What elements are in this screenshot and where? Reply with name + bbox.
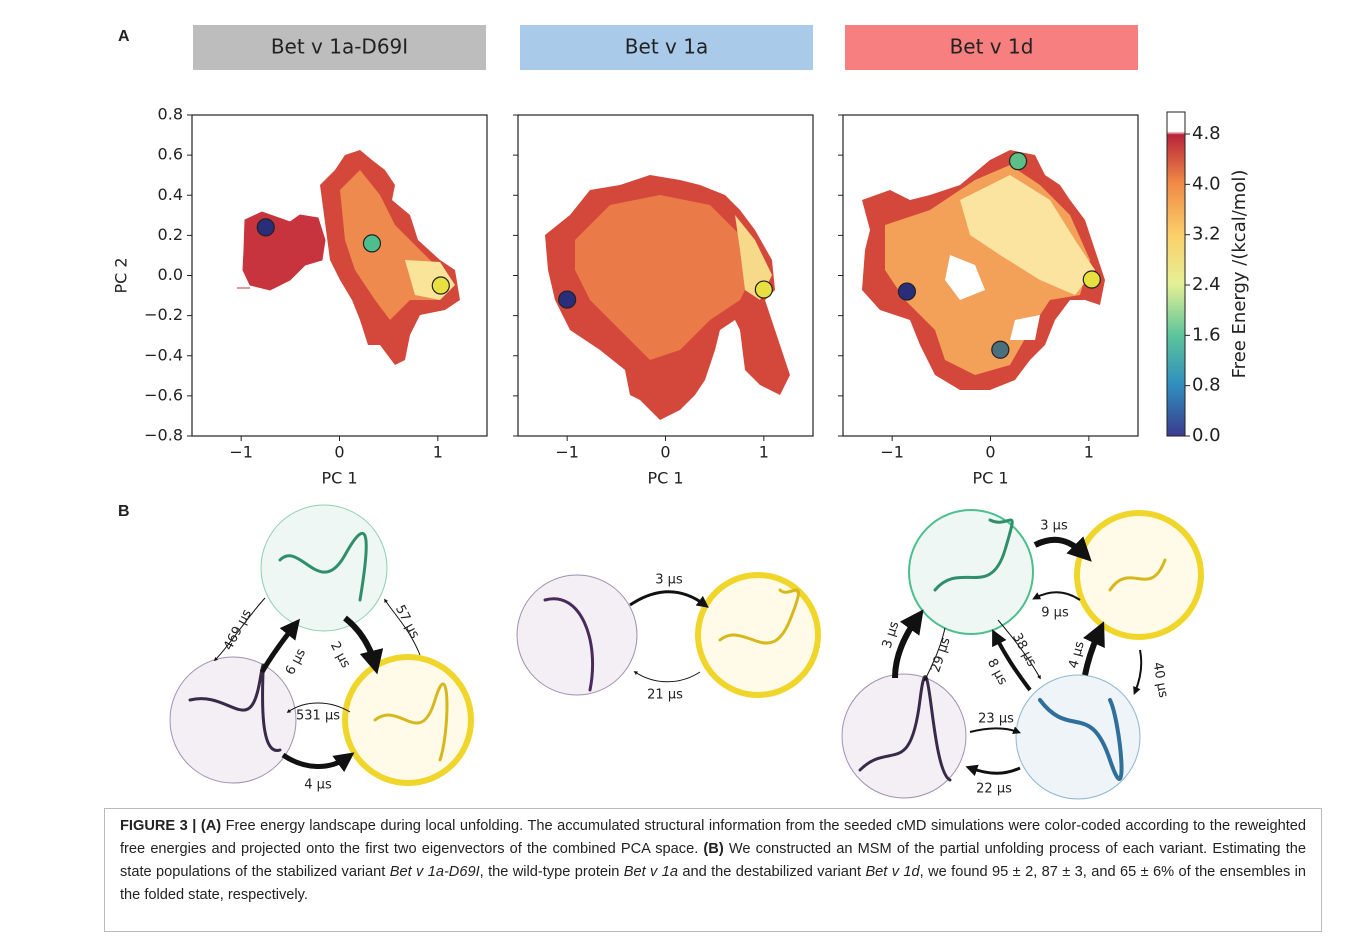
- state-marker: [755, 281, 772, 298]
- y-tick-label: −0.2: [144, 305, 183, 324]
- y-tick-label: 0.2: [158, 225, 183, 244]
- x-axis-label: PC 1: [321, 469, 357, 488]
- arrow: [1085, 630, 1100, 675]
- arrow: [970, 728, 1018, 732]
- colorbar: [1167, 112, 1185, 436]
- landscape: [237, 212, 325, 290]
- state-marker: [432, 277, 449, 294]
- colorbar-label: Free Energy /(kcal/mol): [1229, 170, 1250, 379]
- rate-label: 9 µs: [1041, 606, 1069, 621]
- header-title: Bet v 1d: [950, 35, 1034, 59]
- state-marker: [559, 291, 576, 308]
- arrow: [1035, 592, 1080, 600]
- y-tick-label: −0.6: [144, 385, 183, 404]
- header-title: Bet v 1a: [625, 35, 708, 59]
- rate-label: 57 µs: [392, 603, 422, 642]
- panel-label: B: [118, 503, 130, 520]
- rate-label: 21 µs: [647, 688, 683, 703]
- x-tick-label: −1: [229, 443, 253, 462]
- panel-label: A: [118, 28, 130, 45]
- y-tick-label: 0.4: [158, 185, 183, 204]
- colorbar-tick-label: 4.0: [1192, 173, 1221, 194]
- caption: FIGURE 3 | (A) Free energy landscape dur…: [104, 808, 1322, 932]
- state-marker: [257, 219, 274, 236]
- state-structure: [909, 510, 1033, 634]
- state-structure: [517, 575, 637, 695]
- caption-segment: Bet v 1d: [865, 864, 919, 880]
- rate-label: 29 µs: [928, 635, 953, 674]
- state-marker: [363, 235, 380, 252]
- rate-label: 2 µs: [327, 639, 353, 670]
- y-tick-label: 0.0: [158, 265, 183, 284]
- state-structure: [170, 657, 296, 783]
- y-tick-label: −0.4: [144, 345, 183, 364]
- rate-label: 8 µs: [984, 656, 1010, 687]
- rate-label: 3 µs: [1040, 519, 1068, 534]
- arrow: [1135, 650, 1141, 692]
- rate-label: 531 µs: [296, 709, 340, 724]
- colorbar-tick-label: 1.6: [1192, 324, 1221, 345]
- state-marker: [898, 283, 915, 300]
- state-marker: [992, 341, 1009, 358]
- arrow: [1035, 540, 1085, 555]
- y-tick-label: −0.8: [144, 426, 183, 445]
- x-axis-label: PC 1: [647, 469, 683, 488]
- y-tick-label: 0.6: [158, 145, 183, 164]
- header-title: Bet v 1a-D69I: [271, 35, 408, 59]
- caption-segment: FIGURE 3 | (A): [120, 818, 221, 834]
- x-tick-label: 1: [1084, 443, 1094, 462]
- x-tick-label: 0: [334, 443, 344, 462]
- caption-segment: Bet v 1a: [624, 864, 678, 880]
- arrow: [630, 592, 705, 605]
- rate-label: 23 µs: [978, 712, 1014, 727]
- state-structure: [1016, 675, 1140, 799]
- x-tick-label: 1: [759, 443, 769, 462]
- state-marker: [1010, 153, 1027, 170]
- caption-segment: Bet v 1a-D69I: [390, 864, 480, 880]
- x-axis-label: PC 1: [972, 469, 1008, 488]
- rate-label: 4 µs: [304, 778, 332, 793]
- caption-segment: (B): [703, 841, 723, 857]
- state-marker: [1083, 271, 1100, 288]
- caption-segment: , the wild-type protein: [480, 864, 624, 880]
- x-tick-label: 0: [985, 443, 995, 462]
- rate-label: 22 µs: [976, 782, 1012, 797]
- colorbar-tick-label: 0.0: [1192, 425, 1221, 446]
- y-axis-label: PC 2: [112, 257, 131, 293]
- y-tick-label: 0.8: [158, 105, 183, 124]
- colorbar-tick-label: 2.4: [1192, 274, 1221, 295]
- colorbar-tick-label: 3.2: [1192, 224, 1221, 245]
- rate-label: 3 µs: [655, 573, 683, 588]
- x-tick-label: 0: [660, 443, 670, 462]
- rate-label: 40 µs: [1150, 661, 1171, 699]
- colorbar-tick-label: 4.8: [1192, 123, 1221, 144]
- state-circles: [170, 505, 1201, 799]
- rate-label: 469 µs: [221, 607, 255, 653]
- rate-label: 6 µs: [283, 646, 309, 677]
- colorbar-tick-label: 0.8: [1192, 375, 1221, 396]
- page: A Free Energy /(kcal/mol) B Bet v 1a-D6: [0, 0, 1360, 939]
- arrow: [635, 672, 700, 682]
- x-tick-label: −1: [555, 443, 579, 462]
- state-structure: [261, 505, 387, 631]
- arrow: [970, 768, 1020, 773]
- state-structure: [1077, 513, 1201, 637]
- x-tick-label: 1: [433, 443, 443, 462]
- x-tick-label: −1: [880, 443, 904, 462]
- arrow: [283, 755, 348, 767]
- figure: A Free Energy /(kcal/mol) B Bet v 1a-D6: [0, 0, 1360, 808]
- caption-segment: and the destabilized variant: [678, 864, 865, 880]
- landscapes: [237, 150, 1105, 420]
